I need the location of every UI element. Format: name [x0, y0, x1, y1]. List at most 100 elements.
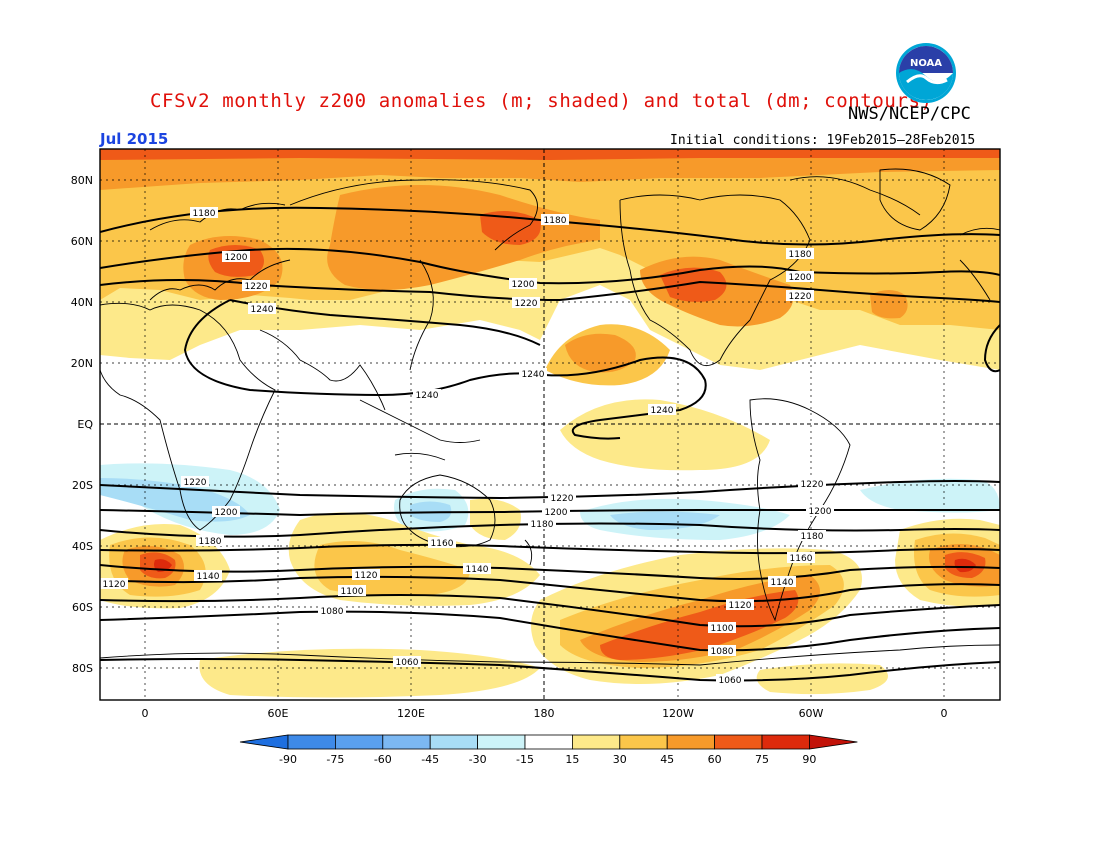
contour-label: 1120 [100, 578, 128, 590]
anomaly-shade-south-30-b [314, 541, 470, 596]
colorbar-bin [287, 734, 336, 750]
contour-label: 1240 [413, 389, 441, 401]
colorbar-label: 60 [708, 753, 722, 766]
contour-south-1080 [100, 610, 1000, 652]
contour-label: 1180 [798, 530, 826, 542]
contour-label: 1200 [786, 271, 814, 283]
colorbar-label: -75 [326, 753, 344, 766]
contour-label: 1200 [509, 278, 537, 290]
colorbar-left-arrow [239, 734, 289, 750]
svg-text:1200: 1200 [789, 273, 812, 283]
svg-text:1180: 1180 [531, 520, 554, 530]
colorbar-bin [714, 734, 763, 750]
contour-label: 1140 [463, 563, 491, 575]
contour-label: 1120 [726, 599, 754, 611]
svg-text:1200: 1200 [545, 508, 568, 518]
agency-label: NWS/NCEP/CPC [848, 104, 971, 124]
contour-south-1100 [100, 594, 1000, 628]
contour-north-1240-b [229, 299, 541, 346]
anomaly-shade-north-60-c [660, 267, 727, 302]
colorbar-legend: -90 -75 -60 -45 -30 -15 15 30 45 60 75 90 [239, 734, 858, 766]
svg-text:1220: 1220 [245, 282, 268, 292]
contour-north-1200 [100, 247, 1000, 285]
svg-text:1220: 1220 [515, 299, 538, 309]
colorbar-bin [382, 734, 431, 750]
colorbar-bin [572, 734, 621, 750]
svg-text:1200: 1200 [225, 253, 248, 263]
contour-label: 1220 [181, 476, 209, 488]
contour-south-1140 [100, 564, 1000, 580]
lat-label: 20N [71, 357, 93, 370]
svg-text:1120: 1120 [103, 580, 126, 590]
svg-text:1100: 1100 [341, 587, 364, 597]
contour-south-1160 [100, 543, 1000, 555]
svg-text:1180: 1180 [801, 532, 824, 542]
colorbar-label: 75 [755, 753, 769, 766]
contour-label: 1200 [212, 506, 240, 518]
colorbar-label: -90 [279, 753, 297, 766]
contour-north-1180 [100, 206, 1000, 246]
map-frame [99, 148, 1001, 701]
colorbar-label: 45 [660, 753, 674, 766]
lon-label: 120W [662, 707, 694, 720]
anomaly-shade-north-45 [100, 149, 1000, 190]
colorbar-label: 30 [613, 753, 627, 766]
contour-label: 1220 [786, 290, 814, 302]
colorbar-bin [477, 734, 526, 750]
contour-label: 1180 [196, 535, 224, 547]
lat-label: 20S [72, 479, 93, 492]
svg-text:1240: 1240 [651, 406, 674, 416]
svg-text:1220: 1220 [551, 494, 574, 504]
contour-label: 1140 [194, 570, 222, 582]
svg-text:1140: 1140 [466, 565, 489, 575]
contour-label: 1220 [512, 297, 540, 309]
contour-label: 1180 [190, 207, 218, 219]
colorbar-label: -60 [374, 753, 392, 766]
contour-label: 1180 [541, 214, 569, 226]
svg-text:1240: 1240 [522, 370, 545, 380]
svg-text:1200: 1200 [215, 508, 238, 518]
lat-label: 40N [71, 296, 93, 309]
lon-label: 120E [397, 707, 425, 720]
colorbar-label: 90 [802, 753, 816, 766]
svg-text:1060: 1060 [719, 676, 742, 686]
svg-text:1060: 1060 [396, 658, 419, 668]
colorbar-bin [761, 734, 810, 750]
svg-text:1140: 1140 [197, 572, 220, 582]
lat-label: EQ [77, 418, 93, 431]
contour-label: 1060 [716, 674, 744, 686]
contour-label: 1200 [806, 505, 834, 517]
lat-label: 40S [72, 540, 93, 553]
svg-text:1200: 1200 [809, 507, 832, 517]
colorbar-label: -30 [469, 753, 487, 766]
chart-title: CFSv2 monthly z200 anomalies (m; shaded)… [150, 90, 933, 112]
contour-south-1180 [100, 522, 1000, 538]
contour-label: 1140 [768, 576, 796, 588]
lon-label: 180 [534, 707, 555, 720]
contour-label: 1080 [318, 605, 346, 617]
contour-label: 1220 [548, 492, 576, 504]
lon-label: 60E [268, 707, 289, 720]
height-contours [100, 206, 1000, 682]
contour-label: 1080 [708, 645, 736, 657]
svg-text:1180: 1180 [199, 537, 222, 547]
noaa-logo-icon: NOAA [896, 43, 956, 103]
svg-text:1080: 1080 [711, 647, 734, 657]
anomaly-shade-south-15-g [756, 663, 888, 695]
svg-text:1180: 1180 [193, 209, 216, 219]
contour-label: 1220 [798, 478, 826, 490]
contour-label: 1200 [542, 506, 570, 518]
anomaly-shade-north-60 [100, 149, 1000, 160]
contour-south-1120 [100, 575, 1000, 603]
colorbar-label: -15 [516, 753, 534, 766]
svg-text:1140: 1140 [771, 578, 794, 588]
contour-label: 1200 [222, 251, 250, 263]
logo-text: NOAA [910, 58, 942, 69]
svg-text:1180: 1180 [789, 250, 812, 260]
contour-label: 1240 [648, 404, 676, 416]
svg-text:1200: 1200 [512, 280, 535, 290]
svg-text:1100: 1100 [711, 624, 734, 634]
svg-text:1220: 1220 [184, 478, 207, 488]
svg-text:1080: 1080 [321, 607, 344, 617]
